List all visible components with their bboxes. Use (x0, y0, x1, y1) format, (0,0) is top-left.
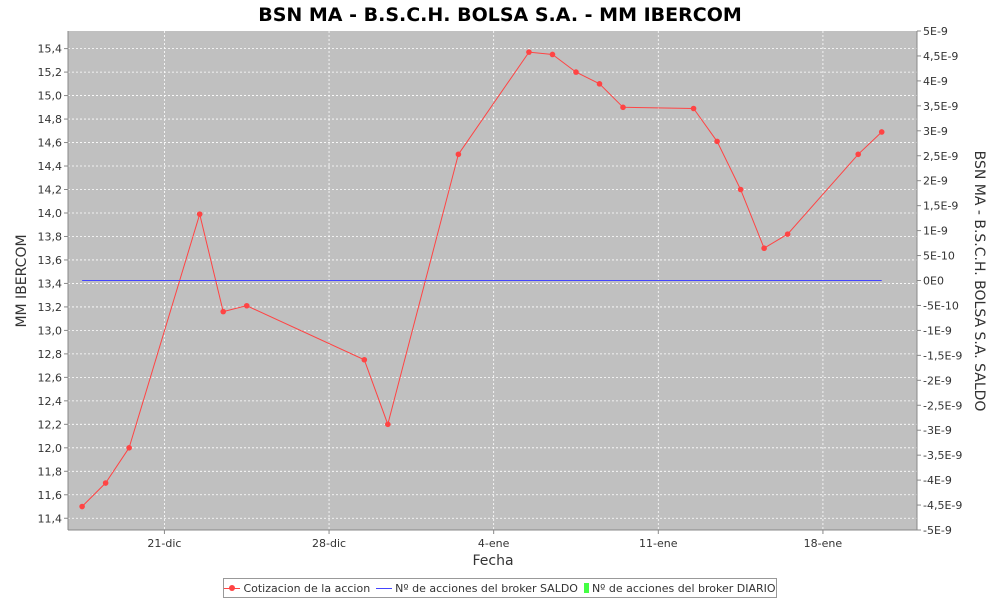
x-axis-label: Fecha (472, 553, 513, 569)
y-tick-label: 13,6 (38, 254, 63, 267)
x-tick-label: 4-ene (478, 537, 510, 550)
series-layer (79, 49, 885, 510)
y-axis-label: MM IBERCOM (14, 234, 30, 327)
data-point (385, 421, 391, 428)
data-point (243, 302, 250, 309)
y2-tick-label: 2E-9 (923, 175, 948, 188)
y-tick-label: 13,0 (38, 324, 63, 337)
data-point (690, 105, 697, 112)
y2-tick-label: 1,5E-9 (923, 200, 958, 213)
y2-tick-label: 3E-9 (923, 125, 948, 138)
y-tick-label: 14,6 (38, 137, 63, 150)
data-point (573, 69, 579, 75)
x-tick-label: 21-dic (147, 537, 181, 550)
y-tick-label: 12,4 (38, 395, 63, 408)
y2-tick-label: -5E-9 (923, 524, 952, 537)
y-tick-label: 11,8 (38, 465, 63, 478)
legend-swatch-saldo (376, 583, 393, 593)
y-tick-label: 11,6 (38, 489, 63, 502)
y2-axis-label: BSN MA - B.S.C.H. BOLSA S.A. SALDO (971, 151, 987, 412)
legend-item-saldo: Nº de acciones del broker SALDO (376, 582, 578, 595)
y2-tick-label: 5E-10 (923, 250, 955, 263)
y-tick-label: 12,6 (38, 371, 63, 384)
legend-label-cotizacion: Cotizacion de la accion (243, 581, 371, 595)
legend-item-cotizacion: Cotizacion de la accion (224, 582, 370, 595)
x-tick-label: 18-ene (804, 537, 843, 550)
y2-tick-label: 1E-9 (923, 225, 948, 238)
y-tick-label: 12,8 (38, 348, 63, 361)
y-tick-label: 14,2 (38, 184, 63, 197)
y-tick-label: 14,0 (38, 207, 63, 220)
y-tick-label: 13,8 (38, 230, 63, 243)
legend-item-diario: Nº de acciones del broker DIARIO (583, 581, 776, 595)
y2-tick-label: 4,5E-9 (923, 50, 958, 63)
data-point (549, 51, 556, 58)
data-point (220, 308, 227, 315)
y2-tick-label: -3E-9 (923, 424, 952, 437)
y2-tick-label: -1,5E-9 (923, 349, 962, 362)
data-point (126, 445, 132, 451)
axes: 11,4 11,6 11,8 12,0 12,2 12,4 12,6 12,8 13,0 13,2… (38, 25, 963, 550)
x-tick-label: 11-ene (639, 537, 678, 550)
y2-tick-label: 4E-9 (923, 75, 948, 88)
y-tick-label: 14,4 (38, 160, 63, 173)
y-tick-label: 13,4 (38, 277, 63, 290)
legend-swatch-cotizacion (224, 583, 241, 593)
chart-title: BSN MA - B.S.C.H. BOLSA S.A. - MM IBERCO… (258, 4, 742, 26)
y-tick-label: 15,0 (38, 90, 63, 103)
y2-tick-label: -3,5E-9 (923, 449, 962, 462)
data-point (79, 503, 85, 510)
y2-tick-label: 5E-9 (923, 25, 948, 38)
y-tick-label: 15,4 (38, 43, 63, 56)
legend-swatch-diario (583, 583, 589, 593)
y-tick-label: 13,2 (38, 301, 63, 314)
data-point (855, 151, 862, 158)
y2-tick-label: -2E-9 (923, 374, 952, 387)
y-tick-label: 12,2 (38, 418, 63, 431)
data-point (526, 49, 532, 55)
y2-tick-label: 3,5E-9 (923, 100, 958, 113)
data-point (361, 356, 368, 363)
data-point (784, 231, 791, 237)
data-point (196, 211, 203, 217)
y-tick-label: 11,4 (38, 512, 63, 525)
data-point (455, 151, 462, 158)
y2-tick-label: -2,5E-9 (923, 399, 962, 412)
data-point (878, 129, 885, 135)
y2-tick-label: -4,5E-9 (923, 499, 962, 512)
data-point (737, 186, 744, 193)
data-point (596, 81, 603, 87)
data-point (102, 480, 109, 486)
y2-tick-label: 2,5E-9 (923, 150, 958, 163)
data-point (761, 245, 767, 252)
x-tick-label: 28-dic (312, 537, 346, 550)
legend-label-saldo: Nº de acciones del broker SALDO (395, 581, 578, 595)
y-tick-label: 15,2 (38, 66, 63, 79)
legend: Cotizacion de la accion Nº de acciones d… (223, 578, 777, 598)
data-point (714, 138, 720, 145)
data-point (620, 104, 626, 111)
y2-tick-label: -4E-9 (923, 474, 952, 487)
legend-label-diario: Nº de acciones del broker DIARIO (591, 581, 776, 595)
y2-tick-label: -5E-10 (923, 299, 959, 312)
y2-tick-label: 0E0 (923, 275, 944, 288)
y-tick-label: 12,0 (38, 442, 63, 455)
y-tick-label: 14,8 (38, 113, 63, 126)
y2-tick-label: -1E-9 (923, 324, 952, 337)
